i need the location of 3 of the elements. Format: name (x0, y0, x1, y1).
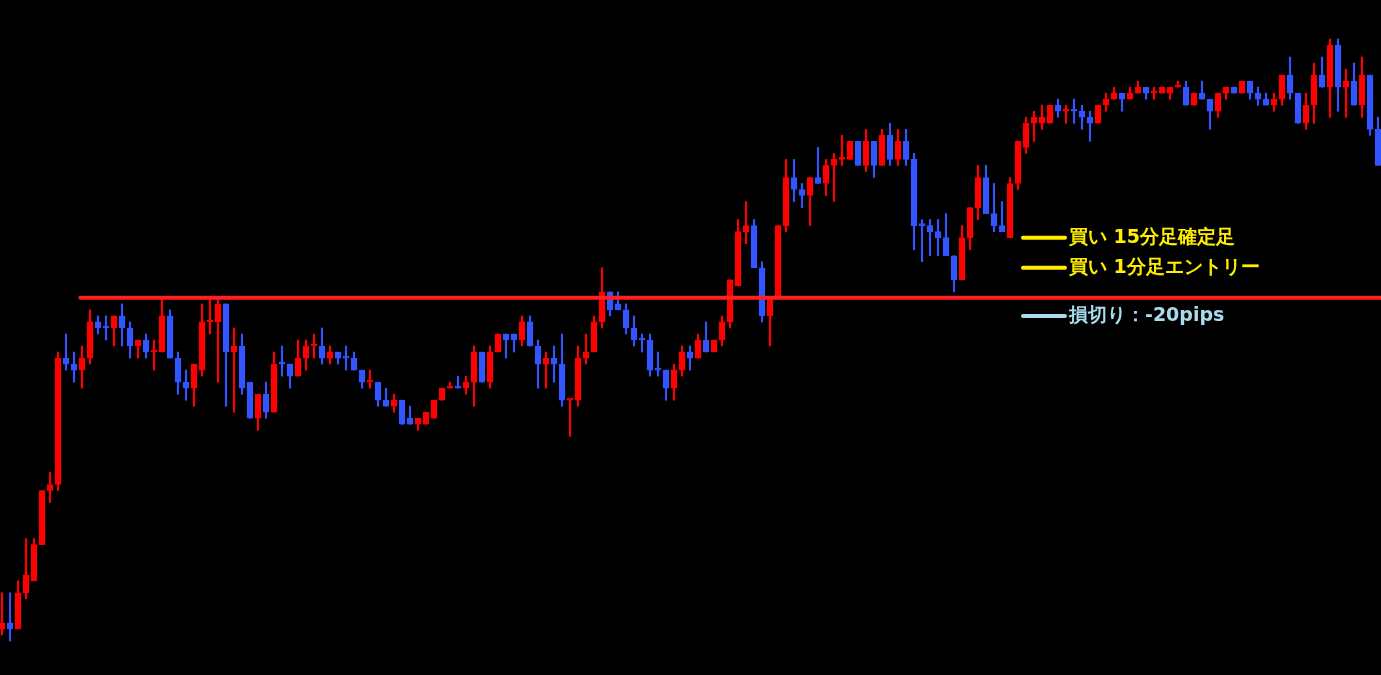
ref-line-label: 買い 1分足エントリー (1067, 254, 1260, 277)
ref-line-label: 損切り：-20pips (1067, 302, 1225, 325)
ref-line-label: 買い 15分足確定足 (1067, 224, 1236, 247)
